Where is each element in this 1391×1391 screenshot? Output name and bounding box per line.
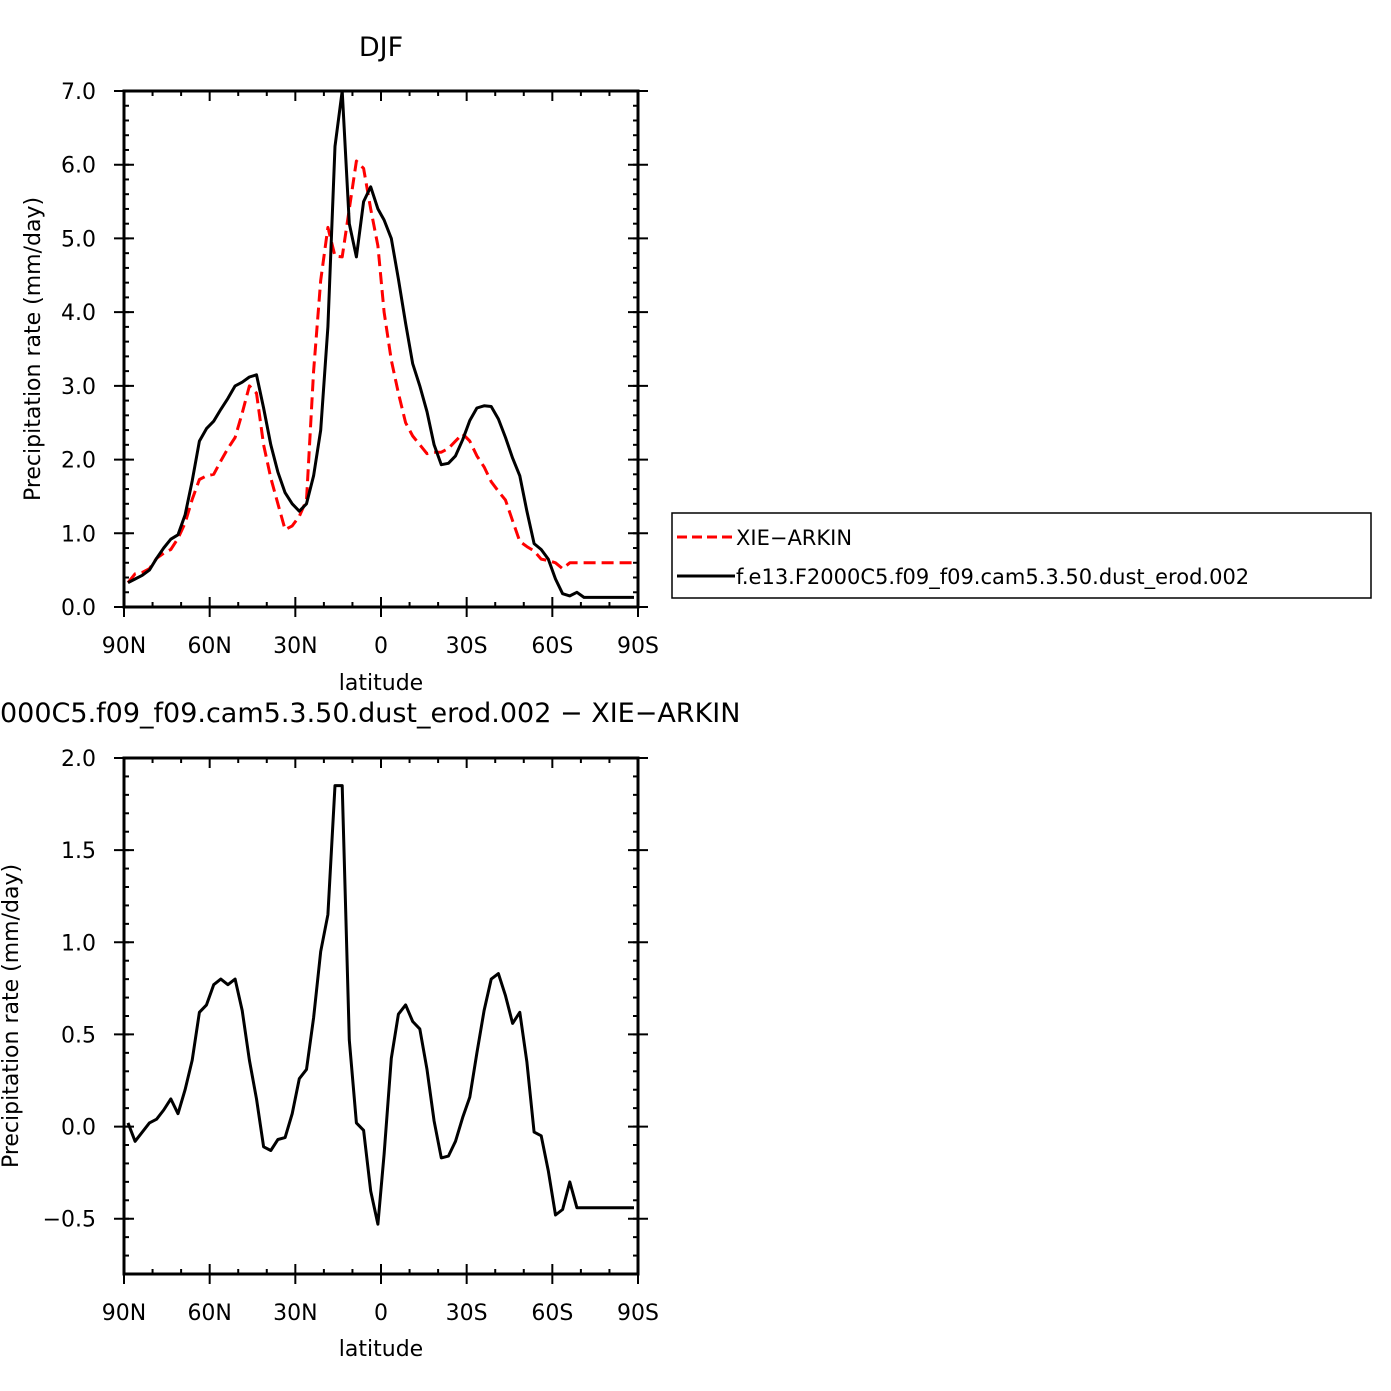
top-x-tick-label: 60S: [531, 634, 573, 659]
bottom-x-tick-label: 30N: [273, 1301, 317, 1326]
bottom-plot-title: 000C5.f09_f09.cam5.3.50.dust_erod.002 − …: [0, 698, 740, 729]
bottom-x-tick-label: 60S: [531, 1301, 573, 1326]
top-plot-title: DJF: [359, 32, 403, 63]
top-y-tick-label: 6.0: [61, 154, 96, 179]
top-y-tick-label: 0.0: [61, 596, 96, 621]
bottom-y-tick-label: 1.0: [61, 931, 96, 956]
top-y-tick-label: 3.0: [61, 375, 96, 400]
bottom-x-tick-label: 60N: [187, 1301, 231, 1326]
top-x-tick-label: 90S: [617, 634, 659, 659]
bottom-y-axis-title: Precipitation rate (mm/day): [0, 864, 24, 1168]
top-series-line-1: [127, 89, 634, 599]
top-y-axis-title: Precipitation rate (mm/day): [21, 197, 46, 501]
bottom-y-tick-label: 0.5: [61, 1023, 96, 1048]
top-x-tick-label: 60N: [187, 634, 231, 659]
top-x-tick-label: 30S: [446, 634, 488, 659]
bottom-y-tick-label: −0.5: [43, 1208, 96, 1233]
top-y-tick-label: 1.0: [61, 522, 96, 547]
bottom-x-tick-label: 90S: [617, 1301, 659, 1326]
top-plot-frame: [122, 89, 640, 609]
bottom-y-tick-label: 0.0: [61, 1116, 96, 1141]
top-x-tick-label: 90N: [102, 634, 146, 659]
legend-label-model: f.e13.F2000C5.f09_f09.cam5.3.50.dust_ero…: [736, 565, 1249, 590]
bottom-x-tick-label: 30S: [446, 1301, 488, 1326]
bottom-series-line-0: [126, 784, 634, 1226]
top-y-tick-label: 7.0: [61, 80, 96, 105]
bottom-plot-ticks: 90N 60N 30N 0 30S 60S 90S −0.5 0.0 0.5 1.0 1.5 2.0: [43, 747, 659, 1326]
top-plot-ticks: 90N 60N 30N 0 30S 60S 90S 0.0 1.0 2.0 3.0 4.0 5.0 6.0…: [61, 80, 659, 659]
top-series-line-0: [126, 159, 634, 584]
bottom-x-tick-label: 0: [374, 1301, 388, 1326]
top-plot-series: [126, 89, 634, 599]
top-y-tick-label: 4.0: [61, 301, 96, 326]
bottom-plot-series: [126, 784, 634, 1226]
top-plot: DJF 90N 60N 30N 0 30S 60S 90S 0.0 1.0 2.0 3.0 4.0 5.…: [21, 32, 659, 696]
top-y-tick-label: 5.0: [61, 227, 96, 252]
bottom-x-axis-title: latitude: [339, 1337, 423, 1362]
bottom-y-tick-label: 2.0: [61, 747, 96, 772]
bottom-plot: 000C5.f09_f09.cam5.3.50.dust_erod.002 − …: [0, 698, 740, 1362]
top-x-tick-label: 0: [374, 634, 388, 659]
bottom-x-tick-label: 90N: [102, 1301, 146, 1326]
top-y-tick-label: 2.0: [61, 449, 96, 474]
legend: XIE−ARKIN f.e13.F2000C5.f09_f09.cam5.3.5…: [671, 512, 1372, 599]
bottom-y-tick-label: 1.5: [61, 839, 96, 864]
top-x-axis-title: latitude: [339, 671, 423, 696]
top-x-tick-label: 30N: [273, 634, 317, 659]
legend-label-xie-arkin: XIE−ARKIN: [736, 526, 852, 550]
legend-box: [671, 512, 1372, 599]
